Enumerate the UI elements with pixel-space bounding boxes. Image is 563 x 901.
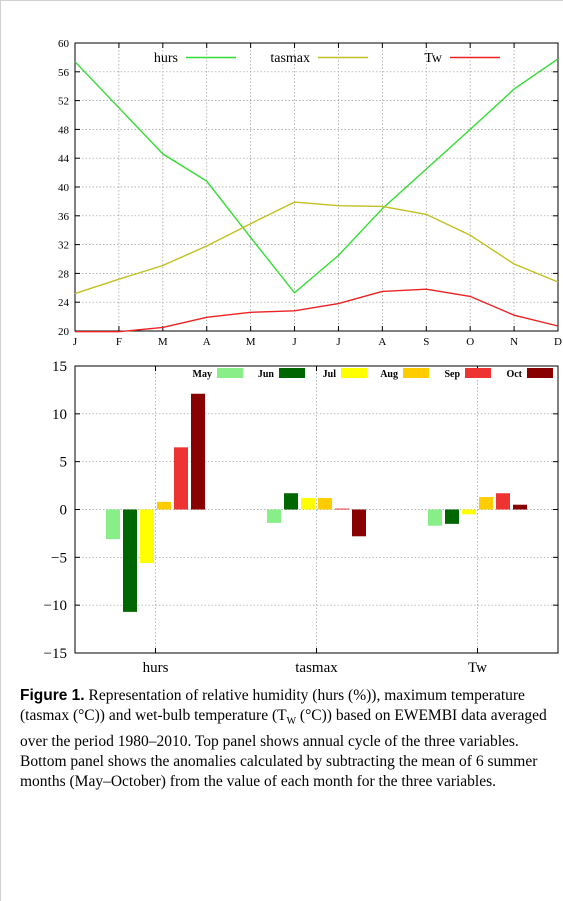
y-tick-label: 5 [60, 455, 68, 471]
x-tick-label: J [292, 336, 297, 348]
caption-label: Figure 1. [20, 687, 85, 704]
bar-hurs-jul [140, 509, 154, 564]
y-tick-label: 0 [60, 503, 68, 519]
y-tick-label: 56 [58, 67, 70, 79]
bar-tasmax-may [267, 509, 281, 523]
x-tick-label: J [73, 336, 78, 348]
legend-label-aug: Aug [380, 369, 398, 380]
y-tick-label: 10 [52, 407, 67, 423]
y-tick-label: 44 [58, 153, 70, 165]
x-tick-label: tasmax [295, 660, 338, 676]
x-tick-label: M [246, 336, 256, 348]
bar-tw-sep [496, 493, 510, 510]
y-tick-label: 28 [58, 268, 70, 280]
bar-tw-aug [479, 497, 493, 510]
y-tick-label: 24 [58, 297, 70, 309]
x-tick-label: D [554, 336, 562, 348]
caption-subscript: W [286, 716, 297, 728]
legend-label-oct: Oct [506, 369, 522, 380]
x-tick-label: S [423, 336, 429, 348]
legend-swatch-aug [403, 368, 429, 378]
bar-hurs-jun [123, 509, 137, 612]
bar-tw-jun [445, 509, 459, 524]
series-line-tasmax [74, 201, 559, 295]
x-tick-label: O [466, 336, 474, 348]
legend-label-jun: Jun [258, 369, 275, 380]
y-tick-label: 60 [58, 38, 70, 50]
legend-label-sep: Sep [444, 369, 460, 380]
bar-hurs-sep [174, 447, 188, 510]
legend-swatch-jul [341, 368, 367, 378]
bar-tasmax-aug [318, 498, 332, 510]
legend-label-jul: Jul [323, 369, 337, 380]
legend-swatch-may [217, 368, 243, 378]
legend-swatch-oct [527, 368, 553, 378]
bar-hurs-oct [191, 393, 205, 510]
y-tick-label: 40 [58, 182, 70, 194]
x-tick-label: N [510, 336, 518, 348]
x-tick-label: J [336, 336, 341, 348]
y-tick-label: 36 [58, 211, 70, 223]
x-tick-label: Tw [468, 660, 487, 676]
series-line-hurs [74, 58, 559, 294]
legend-swatch-jun [279, 368, 305, 378]
legend-label-tw: Tw [424, 51, 443, 66]
y-tick-label: −15 [44, 646, 67, 662]
caption-text-2: (°C)) based on EWEMBI data averaged over… [20, 707, 547, 791]
y-tick-label: 52 [58, 96, 69, 108]
bar-tasmax-oct [352, 509, 366, 537]
legend-label-may: May [193, 369, 212, 380]
bar-tasmax-jul [301, 498, 315, 510]
series-line-tw [75, 288, 559, 333]
bar-tasmax-sep [335, 508, 349, 510]
y-tick-label: −5 [51, 550, 67, 566]
anomaly-bar-chart: −15 −10 −5 0 5 10 15 hurs tasmax Tw May Jun Jul Aug Se… [44, 359, 559, 676]
bar-tw-jul [462, 509, 476, 515]
x-tick-label: A [203, 336, 211, 348]
y-tick-label: 48 [58, 124, 70, 136]
x-tick-label: hurs [143, 660, 169, 676]
caption-text: Representation of relative humidity (hur… [20, 687, 525, 724]
bar-hurs-aug [157, 501, 171, 510]
legend-swatch-sep [465, 368, 491, 378]
bar-hurs-may [106, 509, 120, 540]
legend-label-tasmax: tasmax [270, 51, 310, 66]
legend-label-hurs: hurs [154, 51, 178, 66]
x-tick-label: F [116, 336, 122, 348]
y-tick-label: 15 [52, 359, 67, 375]
y-tick-label: 20 [58, 326, 70, 338]
x-tick-label: M [158, 336, 168, 348]
figure-caption: Figure 1. Representation of relative hum… [20, 686, 550, 792]
bar-tw-oct [513, 504, 527, 510]
y-tick-label: −10 [44, 598, 67, 614]
y-tick-label: 32 [58, 240, 69, 252]
x-tick-label: A [378, 336, 386, 348]
bar-tasmax-jun [284, 493, 298, 510]
bar-tw-may [428, 509, 442, 526]
